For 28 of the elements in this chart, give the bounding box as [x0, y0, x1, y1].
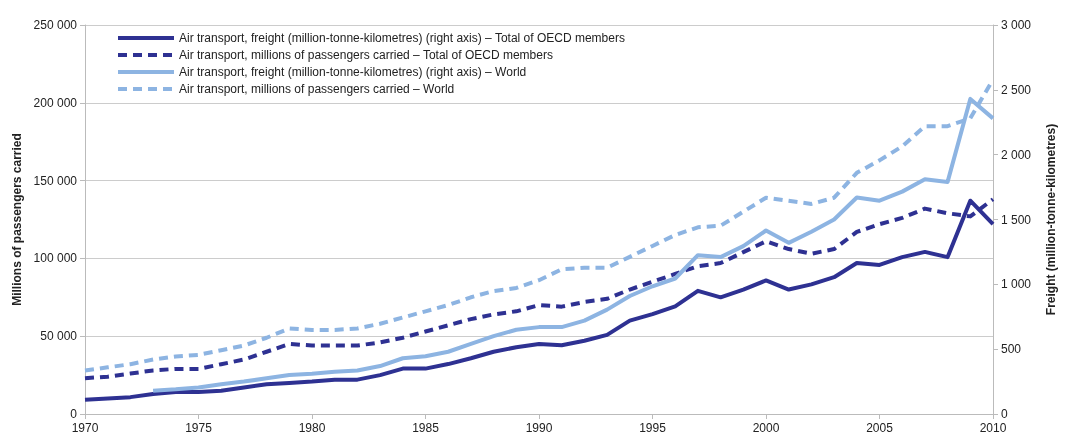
- x-tick-label: 2010: [979, 421, 1007, 435]
- y-tick-label: 50 000: [40, 329, 78, 344]
- x-tick-label: 2005: [866, 421, 894, 435]
- x-tick-label: 2000: [752, 421, 780, 435]
- legend-label: Air transport, millions of passengers carried – Total of OECD members: [179, 48, 553, 62]
- x-tick-label: 1970: [71, 421, 99, 435]
- y-tick-label: 100 000: [33, 251, 78, 266]
- y2-tick-label: 1 000: [1001, 277, 1032, 292]
- y-tick-label: 250 000: [33, 18, 78, 32]
- legend-label: Air transport, freight (million-tonne-kilometres) (right axis) – World: [179, 65, 527, 79]
- legend-label: Air transport, freight (million-tonne-kilometres) (right axis) – Total of OECD members: [179, 31, 625, 45]
- y-tick-label: 200 000: [33, 95, 78, 110]
- x-tick-label: 1985: [412, 421, 440, 435]
- y2-tick-label: 1 500: [1001, 212, 1032, 227]
- y2-tick-label: 2 000: [1001, 147, 1032, 162]
- y2-tick-label: 3 000: [1001, 18, 1032, 32]
- x-tick-label: 1990: [525, 421, 553, 435]
- y2-tick-label: 500: [1001, 342, 1022, 357]
- legend-label: Air transport, millions of passengers carried – World: [179, 82, 455, 96]
- x-tick-label: 1975: [185, 421, 213, 435]
- y2-tick-label: 2 500: [1001, 82, 1032, 97]
- y-tick-label: 0: [70, 407, 78, 421]
- y-axis-title: Millions of passengers carried: [9, 133, 24, 306]
- y2-tick-label: 0: [1001, 407, 1008, 421]
- y2-axis-title: Freight (million-tonne-kilometres): [1044, 123, 1058, 316]
- y-tick-label: 150 000: [33, 173, 78, 188]
- x-tick-label: 1980: [298, 421, 326, 435]
- x-tick-label: 1995: [639, 421, 667, 435]
